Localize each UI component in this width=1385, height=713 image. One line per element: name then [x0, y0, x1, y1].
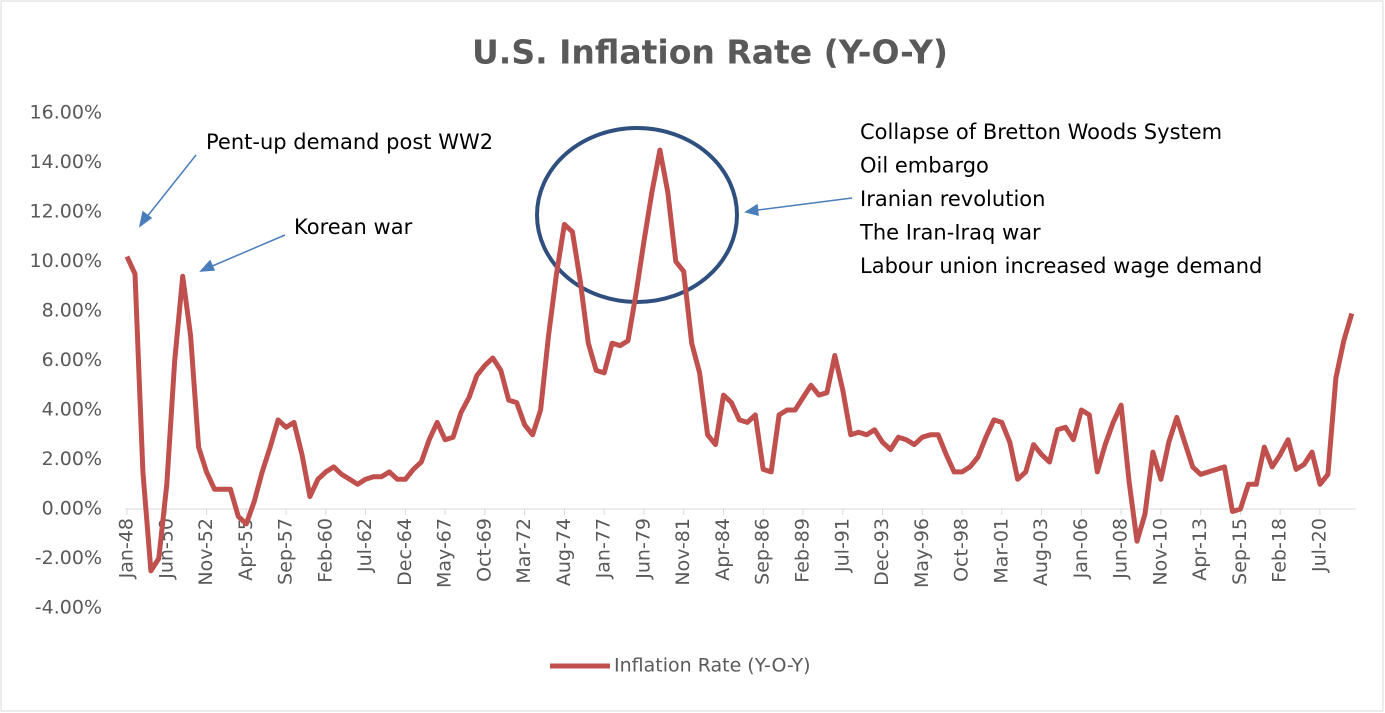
x-tick-label: Jul-20 [1308, 518, 1330, 573]
x-tick-label: Jan-48 [116, 518, 138, 579]
x-tick-label: Apr-13 [1189, 518, 1211, 581]
x-tick-label: Jun-08 [1110, 518, 1132, 580]
chart-title: U.S. Inflation Rate (Y-O-Y) [472, 33, 948, 72]
x-tick-label: Mar-72 [513, 518, 535, 584]
y-tick-label: 2.00% [42, 448, 102, 470]
x-tick-label: Apr-84 [712, 518, 734, 581]
y-tick-label: -2.00% [35, 547, 102, 569]
x-tick-label: Jul-91 [831, 518, 853, 573]
annotation-line: Oil embargo [860, 154, 989, 178]
x-tick-label: Apr-55 [235, 518, 257, 581]
y-tick-label: 12.00% [30, 201, 102, 223]
y-tick-label: 0.00% [42, 498, 102, 520]
annotation: Pent-up demand post WW2 [206, 130, 493, 154]
annotation-line: The Iran-Iraq war [859, 221, 1041, 245]
x-tick-label: Jan-77 [593, 518, 615, 579]
x-tick-label: Sep-57 [275, 518, 297, 585]
annotation-line: Iranian revolution [860, 187, 1045, 211]
y-tick-label: 6.00% [42, 349, 102, 371]
x-tick-label: Mar-01 [990, 518, 1012, 584]
y-tick-label: 10.00% [30, 250, 102, 272]
annotation: Korean war [294, 215, 413, 239]
arrows [138, 154, 853, 272]
x-tick-label: Nov-81 [672, 518, 694, 586]
x-tick-label: Feb-89 [792, 518, 814, 583]
y-tick-label: -4.00% [35, 597, 102, 619]
x-tick-label: Jul-62 [354, 518, 376, 573]
x-tick-label: Aug-74 [553, 518, 575, 586]
x-tick-label: Aug-03 [1030, 518, 1052, 586]
x-tick-label: Oct-98 [951, 518, 973, 582]
y-tick-label: 8.00% [42, 300, 102, 322]
x-tick-label: Feb-18 [1269, 518, 1291, 583]
annotation-line: Collapse of Bretton Woods System [860, 120, 1222, 144]
x-tick-label: Dec-64 [394, 518, 416, 586]
y-tick-label: 14.00% [30, 151, 102, 173]
x-tick-label: Nov-10 [1149, 518, 1171, 586]
annotation-line: Labour union increased wage demand [860, 254, 1262, 278]
x-tick-label: Oct-69 [473, 518, 495, 582]
x-tick-label: Jun-79 [632, 518, 654, 580]
x-tick-label: Dec-93 [871, 518, 893, 586]
x-tick-label: Sep-15 [1229, 518, 1251, 585]
data-line [124, 147, 1355, 574]
legend-label: Inflation Rate (Y-O-Y) [614, 655, 811, 677]
y-tick-label: 16.00% [30, 102, 102, 124]
x-tick-label: May-67 [434, 518, 456, 588]
x-tick-label: May-96 [911, 518, 933, 588]
y-tick-label: 4.00% [42, 399, 102, 421]
x-tick-label: Nov-52 [195, 518, 217, 586]
x-tick-label: Feb-60 [314, 518, 336, 583]
x-tick-label: Sep-86 [752, 518, 774, 585]
x-tick-label: Jan-06 [1070, 518, 1092, 579]
